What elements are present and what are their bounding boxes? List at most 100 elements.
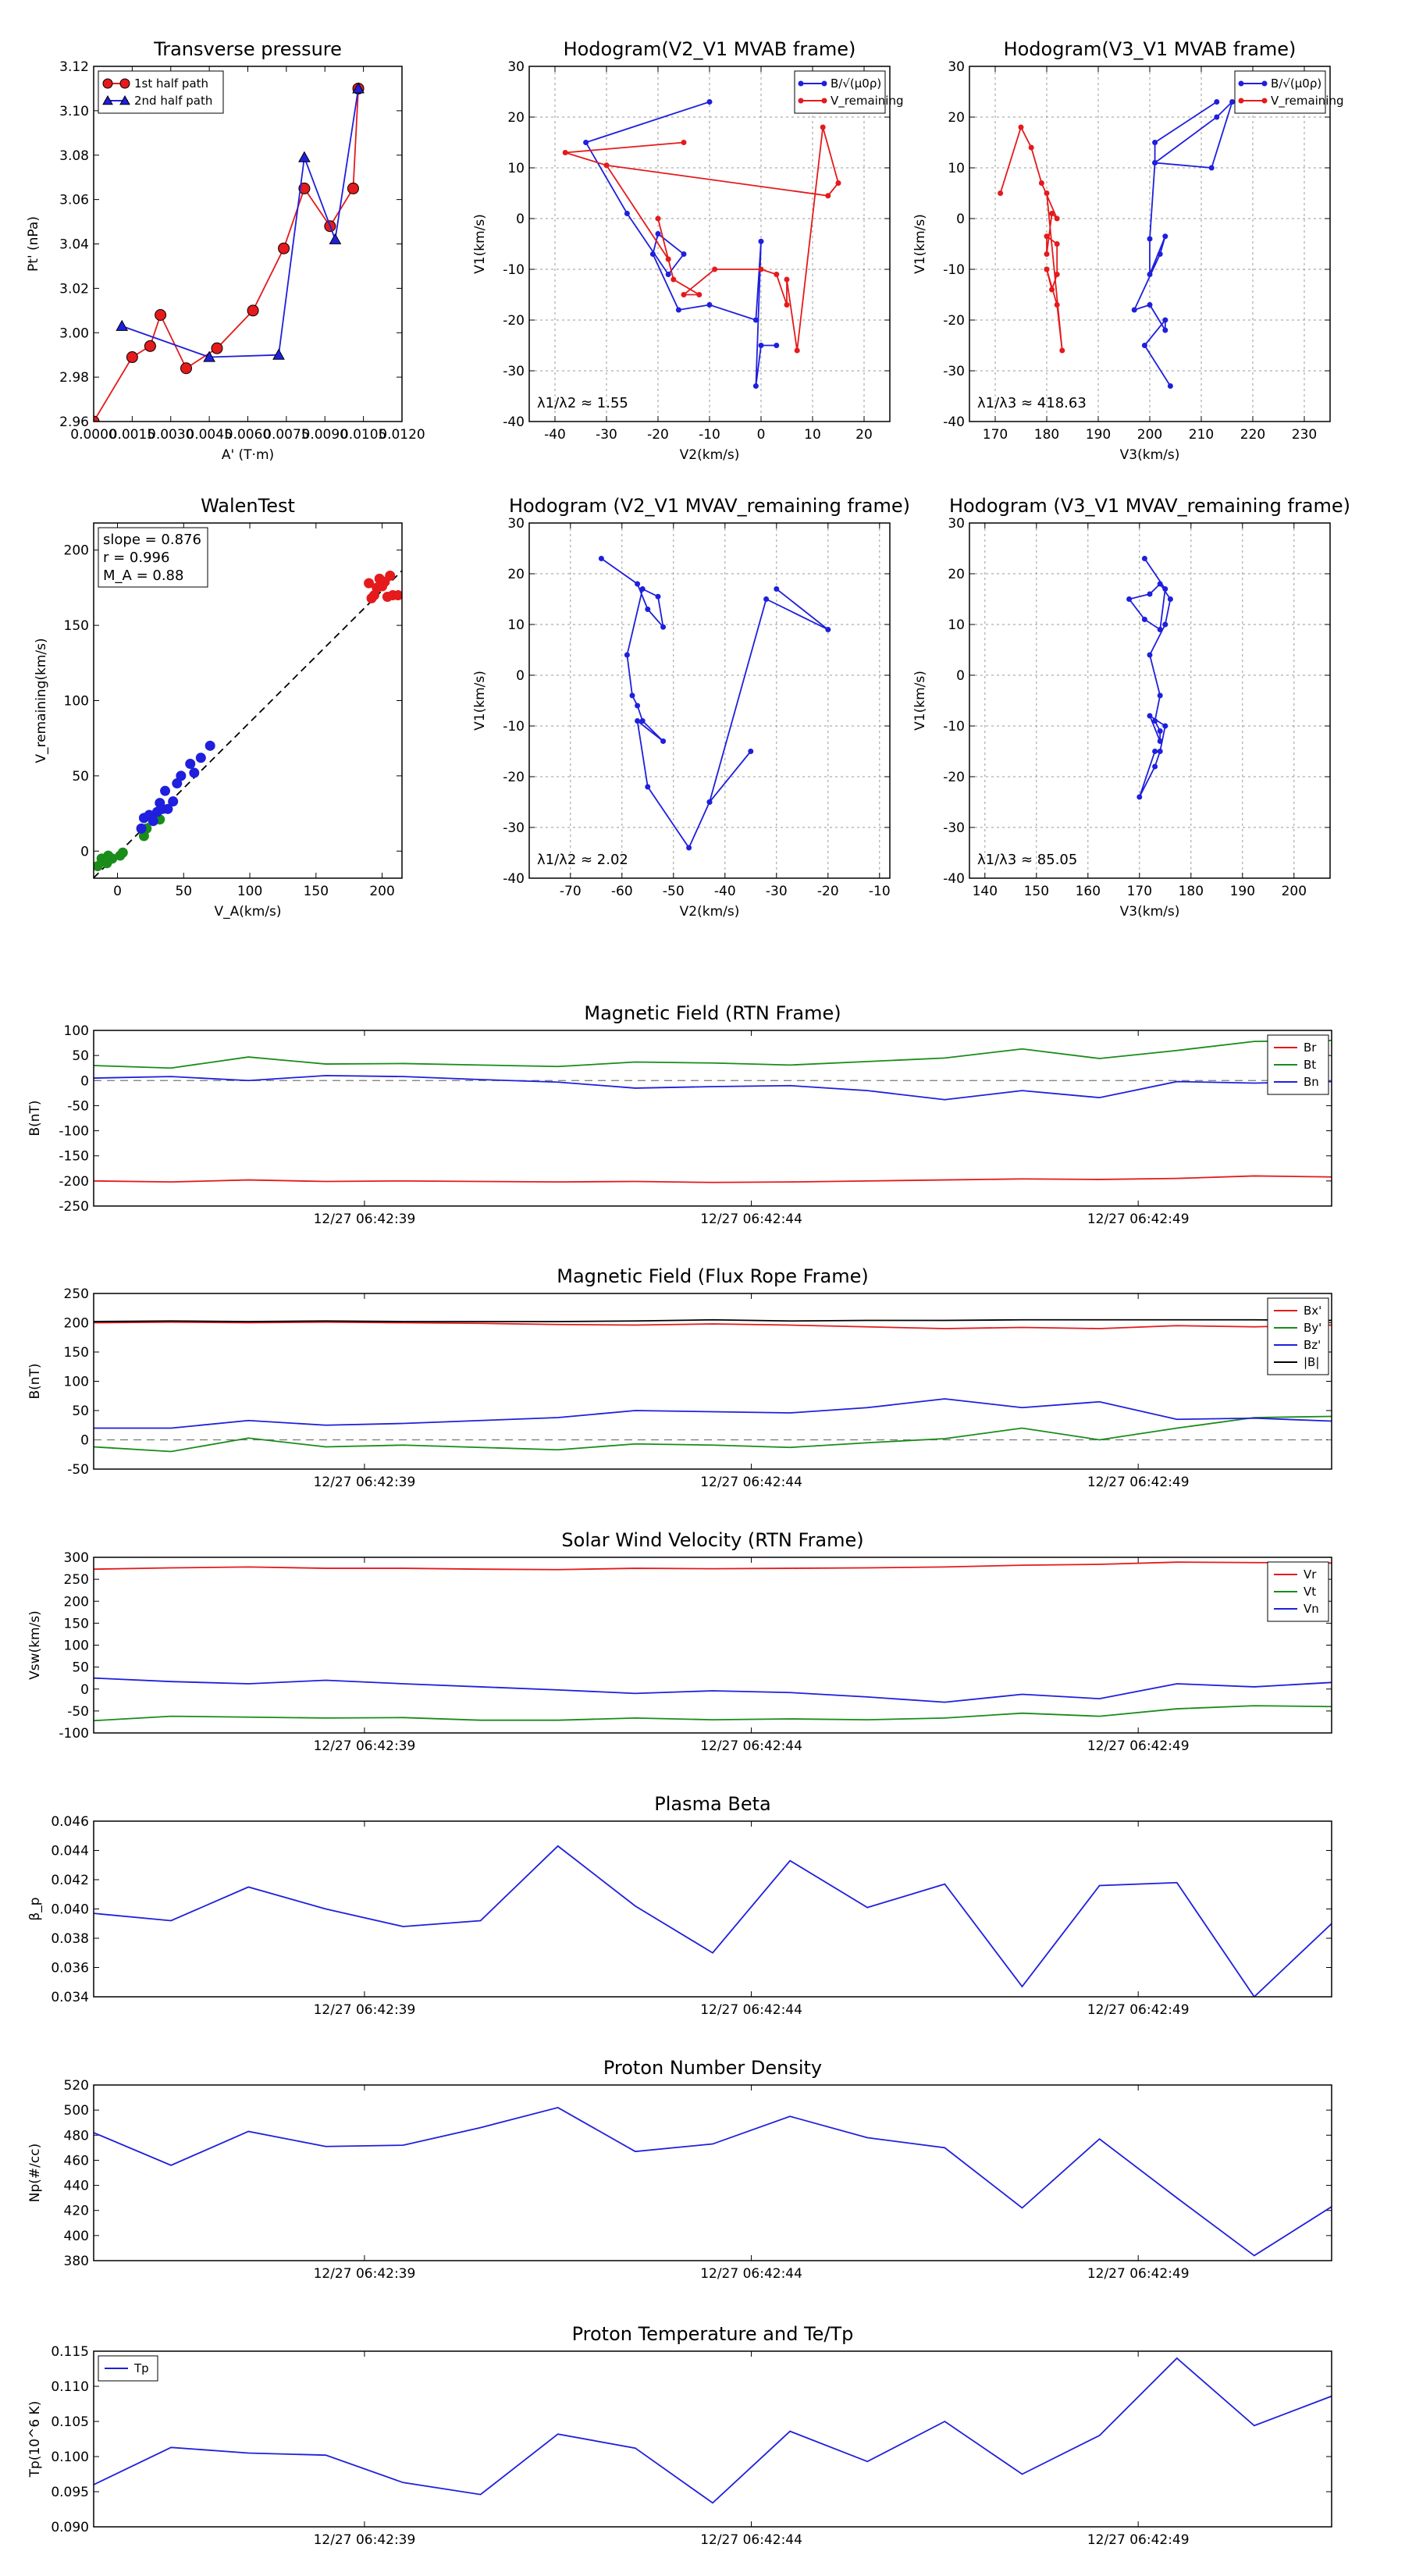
data-point: [686, 845, 692, 851]
data-point: [774, 272, 780, 277]
data-point: [1238, 80, 1244, 87]
y-tick-label: 0.038: [51, 1931, 89, 1947]
data-point: [758, 238, 764, 244]
data-point: [1157, 749, 1163, 754]
series-line-Vt: [94, 1705, 1332, 1722]
data-point: [681, 292, 687, 297]
chart-proton_density: Proton Number Density 380 400 420 440 460 480 5…: [27, 2057, 1332, 2282]
x-tick-label: 12/27 06:42:39: [314, 1475, 416, 1490]
x-tick-label: 190: [1230, 884, 1255, 899]
x-tick-label: 170: [1127, 884, 1152, 899]
data-point: [1157, 251, 1163, 257]
chart-transverse_pressure: Transverse pressure 2.96 2.98 3.00 3.02 3.04 3…: [26, 38, 425, 463]
x-tick-label: 190: [1086, 427, 1111, 443]
y-tick-label: -40: [943, 871, 965, 887]
chart-hodogram_v2_mvav: Hodogram (V2_V1 MVAV_remaining frame) -40…: [472, 495, 910, 920]
x-tick-label: 12/27 06:42:49: [1087, 1475, 1190, 1490]
data-point: [1018, 124, 1024, 130]
data-point: [1136, 794, 1143, 800]
scatter-point-blue: [168, 796, 179, 807]
y-tick-label: 0.090: [51, 2520, 89, 2535]
x-tick-label: 100: [237, 884, 262, 899]
y-tick-label: 150: [64, 618, 89, 634]
plot-area: [94, 1561, 1332, 1722]
data-point: [774, 343, 780, 348]
data-point: [758, 343, 764, 348]
y-tick-label: 0.046: [51, 1814, 89, 1830]
y-tick-label: -50: [67, 1704, 89, 1720]
data-point: [278, 242, 290, 254]
y-axis-label: β_p: [27, 1897, 43, 1920]
y-axis-label: V1(km/s): [912, 214, 928, 274]
axes-frame: [93, 1030, 1332, 1207]
data-point: [660, 738, 667, 744]
axes-frame: [93, 1557, 1332, 1734]
y-tick-label: 520: [64, 2078, 89, 2094]
y-tick-label: 0: [80, 844, 89, 859]
y-tick-label: 20: [948, 110, 965, 126]
x-tick-label: -10: [699, 427, 720, 443]
scatter-point-blue: [205, 740, 215, 751]
x-tick-label: 0: [757, 427, 766, 443]
scatter-point-blue: [162, 803, 173, 814]
legend-label: Vr: [1304, 1567, 1317, 1582]
data-point: [665, 256, 671, 262]
y-tick-label: 150: [64, 1616, 89, 1631]
chart-proton_temperature: Proton Temperature and Te/Tp 0.090 0.095 0.…: [27, 2323, 1332, 2548]
x-tick-label: 12/27 06:42:39: [314, 1738, 416, 1754]
x-tick-label: 140: [973, 884, 998, 899]
y-tick-label: 2.96: [59, 415, 89, 430]
data-point: [821, 80, 827, 87]
data-point: [1167, 596, 1173, 602]
y-tick-label: 0.040: [51, 1902, 89, 1918]
plot-area: [94, 570, 402, 878]
y-axis-label: V1(km/s): [912, 671, 928, 731]
data-point: [352, 82, 365, 94]
data-point: [1126, 596, 1133, 602]
y-tick-label: -30: [943, 820, 965, 836]
plot-area: [562, 99, 841, 389]
data-point: [645, 784, 651, 790]
data-point: [774, 586, 780, 592]
legend-label: Vt: [1304, 1585, 1316, 1599]
legend-label: 2nd half path: [134, 94, 212, 108]
plot-area: [94, 1039, 1332, 1183]
chart-title: Proton Number Density: [603, 2057, 822, 2079]
legend-box: [794, 70, 886, 114]
series-line-blue: [1128, 557, 1172, 798]
data-point: [1152, 749, 1158, 754]
y-tick-label: 3.04: [59, 237, 89, 253]
y-tick-label: -20: [943, 313, 965, 329]
data-point: [119, 94, 130, 105]
data-point: [247, 304, 259, 317]
legend-label: B/√(μ0ρ): [1271, 76, 1321, 91]
data-point: [635, 581, 641, 587]
y-tick-label: 2.98: [59, 370, 89, 386]
data-point: [1261, 80, 1268, 87]
data-point: [784, 276, 790, 283]
data-point: [603, 162, 610, 169]
x-tick-label: 12/27 06:42:49: [1087, 2532, 1190, 2548]
data-point: [1208, 165, 1215, 171]
y-axis-label: Tp(10^6 K): [27, 2401, 43, 2478]
x-tick-label: 10: [804, 427, 821, 443]
chart-title: Hodogram (V2_V1 MVAV_remaining frame): [509, 495, 910, 517]
x-tick-label: 170: [983, 427, 1008, 443]
y-tick-label: 3.08: [59, 148, 89, 164]
data-point: [1044, 251, 1050, 257]
data-point: [1141, 617, 1147, 622]
data-point: [821, 98, 827, 104]
y-axis-label: Pt' (nPa): [26, 216, 41, 272]
y-tick-label: 3.12: [59, 59, 89, 75]
series-line-Bz': [94, 1398, 1332, 1429]
y-tick-label: 50: [72, 1660, 89, 1676]
x-tick-label: -40: [544, 427, 566, 443]
data-point: [639, 718, 646, 724]
stats-line: r = 0.996: [103, 550, 169, 566]
data-point: [116, 319, 129, 331]
scatter-point-red: [385, 570, 396, 581]
data-point: [635, 703, 641, 709]
legend-label: V_remaining: [831, 94, 904, 109]
y-tick-label: 30: [948, 59, 965, 75]
axes-frame: [93, 1820, 1332, 1998]
